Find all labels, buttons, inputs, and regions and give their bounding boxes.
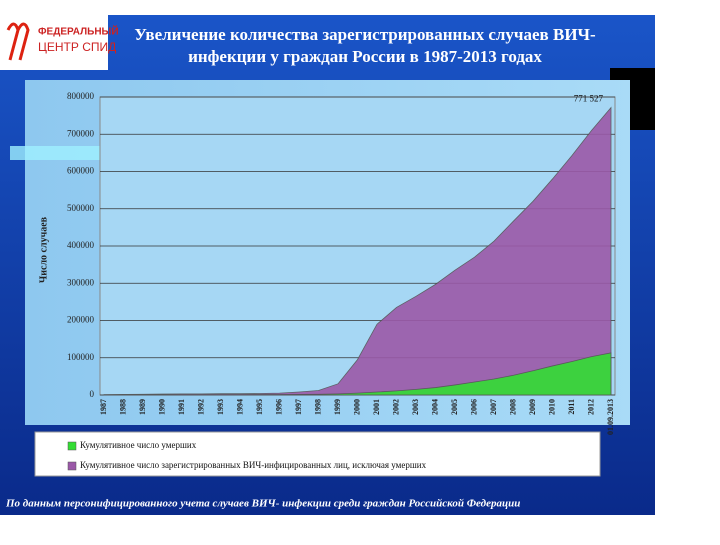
logo-text: ФЕДЕРАЛЬНЫЙ: [38, 25, 119, 38]
area: [103, 352, 612, 396]
x-tick-label: 1990: [157, 399, 166, 415]
x-tick-label: 1988: [118, 399, 127, 415]
x-tick-label: 2007: [489, 399, 498, 415]
x-tick-label: 2005: [450, 399, 459, 415]
x-tick-label: 1991: [177, 399, 186, 415]
x-tick-label: 1994: [235, 399, 244, 415]
x-tick-label: 2006: [469, 399, 478, 415]
x-tick-label: 2003: [411, 399, 420, 415]
x-tick-label: 2000: [352, 399, 361, 415]
x-tick-label: 2009: [528, 399, 537, 415]
x-tick-label: 1997: [294, 399, 303, 415]
x-tick-label: 1996: [274, 399, 283, 415]
x-tick-label: 2001: [372, 399, 381, 415]
legend-swatch: [67, 441, 77, 451]
x-tick-label: 2008: [508, 399, 517, 415]
footer: По данным персонифицированного учета слу…: [5, 498, 520, 510]
x-tick-label: 1998: [313, 399, 322, 415]
legend-swatch: [67, 461, 77, 471]
x-tick-label: 1995: [255, 399, 264, 415]
y-tick-label: 200000: [67, 315, 95, 325]
y-axis-label: Число случаев: [38, 216, 49, 283]
y-tick-label: 400000: [67, 240, 95, 250]
x-tick-label: 1999: [333, 399, 342, 415]
y-tick-label: 500000: [67, 203, 95, 213]
x-tick-label: 2002: [391, 399, 400, 415]
x-tick-label: 2011: [567, 399, 576, 415]
area: [103, 106, 612, 396]
x-tick-label: 1993: [216, 399, 225, 415]
logo-text: ЦЕНТР СПИД: [38, 40, 116, 54]
x-tick-label: 1987: [99, 399, 108, 415]
x-tick-label: 1992: [196, 399, 205, 415]
y-tick-label: 600000: [67, 166, 95, 176]
legend-label: Кумулятивное число умерших: [80, 440, 197, 450]
chart-title: инфекции у граждан России в 1987-2013 го…: [188, 47, 542, 66]
y-tick-label: 300000: [67, 277, 95, 287]
x-tick-label: 01.09.2013: [606, 399, 615, 435]
x-tick-label: 2010: [547, 399, 556, 415]
legend: [34, 431, 601, 477]
chart-title: Увеличение количества зарегистрированных…: [134, 25, 596, 44]
logo-box: [0, 15, 108, 70]
x-tick-label: 2012: [586, 399, 595, 415]
y-tick-label: 0: [90, 389, 95, 399]
y-tick-label: 700000: [67, 128, 95, 138]
y-tick-label: 800000: [67, 91, 95, 101]
logo-icon: [6, 22, 30, 61]
legend-label: Кумулятивное число зарегистрированных ВИ…: [80, 460, 427, 470]
y-tick-label: 100000: [67, 352, 95, 362]
data-label: 771 527: [574, 94, 604, 104]
x-tick-label: 1989: [138, 399, 147, 415]
x-tick-label: 2004: [430, 399, 439, 415]
